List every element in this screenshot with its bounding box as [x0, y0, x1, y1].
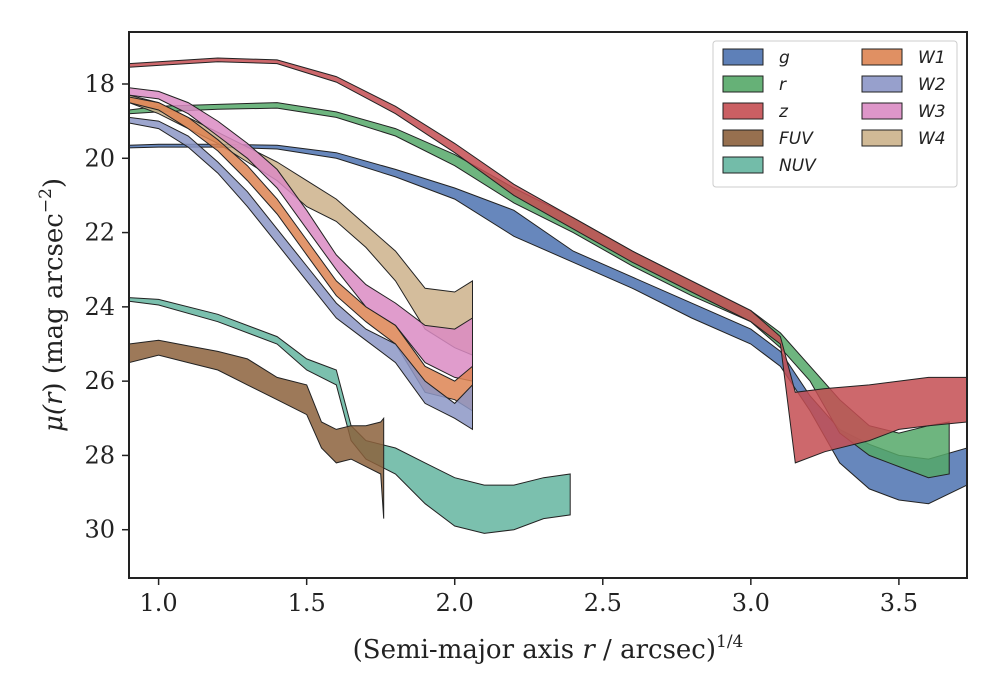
legend-swatch-g [722, 48, 764, 66]
x-axis-label-suffix: / arcsec) [595, 635, 716, 665]
x-tick-label: 1.5 [288, 589, 326, 617]
y-axis-label-sup: −2 [36, 188, 56, 213]
legend-swatch-z [722, 102, 764, 120]
y-axis-label-var: r [39, 391, 69, 405]
legend-swatch-w2 [861, 75, 903, 93]
y-tick-label: 22 [84, 219, 115, 247]
legend-label-w2: W2 [918, 75, 946, 95]
y-axis-label-close: ) [39, 178, 69, 188]
x-axis-label-var: r [582, 635, 596, 665]
x-tick-label: 2.5 [584, 589, 622, 617]
x-tick-label: 3.0 [732, 589, 770, 617]
y-tick-label: 30 [84, 516, 115, 544]
y-axis-label-group: μ(r) (mag arcsec−2) [36, 178, 69, 432]
x-axis-label: (Semi-major axis r / arcsec)1/4 [353, 632, 744, 665]
x-tick-label: 1.0 [140, 589, 178, 617]
band-nuv [129, 297, 571, 534]
legend-label-r: r [779, 75, 787, 95]
legend-swatch-r [722, 75, 764, 93]
x-axis-label-sup: 1/4 [716, 632, 743, 652]
y-tick-label: 26 [84, 367, 115, 395]
x-tick-label: 2.0 [436, 589, 474, 617]
y-tick-label: 24 [84, 293, 115, 321]
y-axis-label-mu: μ( [39, 404, 69, 432]
legend-label-w1: W1 [918, 48, 946, 68]
legend-label-w4: W4 [918, 129, 946, 149]
legend-label-nuv: NUV [779, 156, 817, 176]
legend-swatch-w4 [861, 129, 903, 147]
plot-frame [128, 31, 968, 579]
band-z [129, 57, 967, 464]
legend-swatch-w3 [861, 102, 903, 120]
legend: grz FUV NUV W1 W2 W3 W4 [712, 40, 958, 188]
legend-swatch-fuv [722, 129, 764, 147]
x-axis-label-prefix: (Semi-major axis [353, 635, 583, 665]
y-axis-ticks: 18 20 22 24 26 28 30 [84, 70, 129, 544]
x-tick-label: 3.5 [880, 589, 918, 617]
legend-items: grz FUV NUV W1 W2 W3 W4 [722, 48, 946, 176]
y-tick-label: 20 [84, 144, 115, 172]
legend-label-w3: W3 [918, 102, 946, 122]
y-tick-label: 28 [84, 441, 115, 469]
legend-swatch-nuv [722, 156, 764, 174]
legend-label-z: z [778, 102, 789, 122]
x-axis-ticks: 1.0 1.5 2.0 2.5 3.0 3.5 [140, 578, 918, 617]
band-fuv [129, 339, 385, 519]
band-w2 [129, 116, 473, 431]
legend-swatch-w1 [861, 48, 903, 66]
y-axis-label: μ(r) (mag arcsec−2) [36, 178, 69, 432]
y-tick-label: 18 [84, 70, 115, 98]
y-axis-label-rest: ) (mag arcsec [39, 213, 69, 392]
legend-label-g: g [779, 48, 790, 68]
legend-label-fuv: FUV [779, 129, 814, 149]
band-g [129, 143, 967, 505]
series-bands [129, 57, 967, 534]
